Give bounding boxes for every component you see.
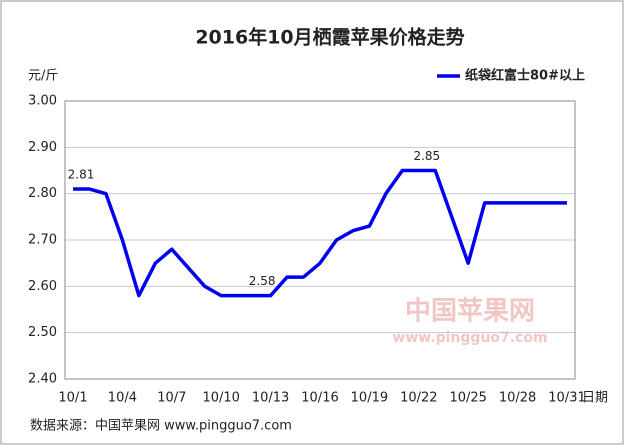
plot-border bbox=[64, 100, 576, 380]
x-tick-label: 10/4 bbox=[108, 391, 137, 406]
y-tick-label: 2.90 bbox=[28, 140, 57, 155]
legend-label: 纸袋红富士80#以上 bbox=[465, 68, 585, 84]
x-tick-label: 10/28 bbox=[499, 391, 536, 406]
data-label: 2.81 bbox=[68, 168, 95, 182]
y-tick-label: 2.70 bbox=[28, 233, 57, 248]
x-tick-label: 10/7 bbox=[157, 391, 186, 406]
x-tick-label: 10/1 bbox=[58, 391, 87, 406]
y-tick-label: 2.40 bbox=[28, 372, 57, 387]
data-label: 2.85 bbox=[413, 149, 440, 163]
x-tick-label: 10/31 bbox=[548, 391, 585, 406]
y-tick-label: 2.80 bbox=[28, 186, 57, 201]
x-unit: 日期 bbox=[582, 391, 608, 406]
x-tick-label: 10/19 bbox=[351, 391, 388, 406]
series-line bbox=[73, 168, 567, 298]
data-label: 2.58 bbox=[249, 274, 276, 288]
y-tick-label: 2.50 bbox=[28, 325, 57, 340]
y-tick-label: 3.00 bbox=[28, 94, 57, 109]
chart-title: 2016年10月栖霞苹果价格走势 bbox=[195, 26, 464, 49]
source: 数据来源：中国苹果网 www.pingguo7.com bbox=[30, 419, 292, 434]
y-unit: 元/斤 bbox=[28, 69, 58, 84]
x-tick-label: 10/22 bbox=[400, 391, 437, 406]
watermark: 中国苹果网 bbox=[405, 297, 535, 327]
watermark-url: www.pingguo7.com bbox=[392, 330, 547, 346]
x-tick-label: 10/16 bbox=[301, 391, 338, 406]
x-tick-label: 10/10 bbox=[202, 391, 239, 406]
y-tick-label: 2.60 bbox=[28, 279, 57, 294]
x-tick-label: 10/25 bbox=[449, 391, 486, 406]
x-tick-label: 10/13 bbox=[252, 391, 289, 406]
